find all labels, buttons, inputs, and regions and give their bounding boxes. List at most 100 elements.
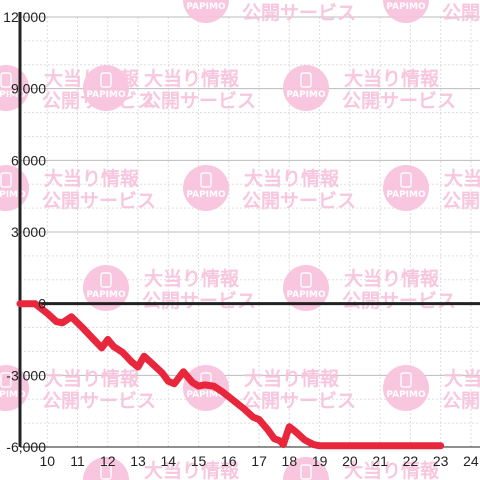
watermark-logo-text: PAPIMO <box>86 290 126 300</box>
watermark-text-1: 大当り情報 <box>144 267 240 290</box>
watermark-text-2: 公開サービス <box>242 390 356 412</box>
watermark-text-2: 公開サービス <box>42 390 156 412</box>
phone-icon <box>0 172 12 188</box>
x-tick-label: 14 <box>161 453 177 469</box>
phone-icon <box>200 172 212 188</box>
phone-icon <box>0 72 12 88</box>
watermark-text-1: 大当り情報 <box>344 459 440 480</box>
watermark-logo-text: PAPIMO <box>286 90 326 100</box>
watermark-text-2: 公開サービス <box>342 90 456 112</box>
x-tick-label: 10 <box>39 453 55 469</box>
watermark-text-1: 大当り情報 <box>344 67 440 90</box>
phone-icon <box>100 272 112 288</box>
watermark-text-2: 公開サービス <box>342 290 456 312</box>
watermark-logo-text: PAPIMO <box>0 190 26 200</box>
papimo-logo-icon <box>383 0 429 23</box>
watermark-text-1: 大当り情報 <box>144 67 240 90</box>
x-tick-label: 15 <box>191 453 207 469</box>
watermark-text-1: 大当り情報 <box>44 167 140 190</box>
watermark-text-1: 大当り情報 <box>444 167 480 190</box>
watermark-text-2: 公開サービス <box>442 190 480 212</box>
watermark-text-1: 大当り情報 <box>244 0 340 2</box>
watermark-logo-text: PAPIMO <box>0 390 26 400</box>
watermark-text-2: 公開サービス <box>42 190 156 212</box>
series-line <box>16 300 445 450</box>
watermark-logo-text: PAPIMO <box>386 190 426 200</box>
x-tick-label: 24 <box>463 453 479 469</box>
papimo-logo-icon <box>183 165 229 211</box>
y-tick-label: -3,000 <box>6 367 46 383</box>
watermark-text-1: 大当り情報 <box>144 459 240 480</box>
x-tick-label: 11 <box>70 453 85 469</box>
phone-icon <box>400 172 412 188</box>
watermark-text-1: 大当り情報 <box>244 367 340 390</box>
watermark-text-2: 公開サービス <box>442 390 480 412</box>
y-tick-label: 3,000 <box>11 224 46 240</box>
watermark-text-1: 大当り情報 <box>344 267 440 290</box>
papimo-logo-icon <box>283 65 329 111</box>
papimo-logo-icon <box>0 365 29 411</box>
x-tick-label: 18 <box>282 453 298 469</box>
y-tick-labels: -6,000 -3,000 0 3,000 6,000 9,000 12,000 <box>3 9 46 455</box>
watermark-text-2: 公開サービス <box>142 290 256 312</box>
x-tick-label: 20 <box>342 453 358 469</box>
papimo-logo-icon <box>0 65 29 111</box>
y-tick-label: 12,000 <box>3 9 46 25</box>
watermark-text-1: 大当り情報 <box>444 0 480 2</box>
y-tick-label: 6,000 <box>11 152 46 168</box>
x-tick-labels: 10 11 12 13 14 15 16 17 18 19 20 21 22 23 24 <box>39 453 478 469</box>
x-tick-label: 19 <box>312 453 328 469</box>
x-tick-label: 13 <box>130 453 146 469</box>
papimo-logo-icon <box>83 65 129 111</box>
series-layer <box>16 300 445 450</box>
watermark-logo-text: PAPIMO <box>386 2 426 12</box>
x-tick-label: 22 <box>403 453 419 469</box>
papimo-logo-icon <box>383 365 429 411</box>
phone-icon <box>300 72 312 88</box>
papimo-logo-icon <box>0 165 29 211</box>
watermark-text-2: 公開サービス <box>242 190 356 212</box>
papimo-logo-icon <box>283 457 329 480</box>
watermark-logo-text: PAPIMO <box>186 390 226 400</box>
y-tick-label: 9,000 <box>11 81 46 97</box>
papimo-logo-icon <box>83 457 129 480</box>
watermark-text-2: 公開サービス <box>242 2 356 24</box>
watermark-text-2: 公開サービス <box>142 90 256 112</box>
phone-icon <box>100 464 112 480</box>
papimo-logo-icon <box>83 265 129 311</box>
phone-icon <box>400 372 412 388</box>
x-tick-label: 21 <box>372 453 388 469</box>
watermark-text-2: 公開サービス <box>442 2 480 24</box>
watermark-text-1: 大当り情報 <box>444 367 480 390</box>
watermark-text-1: 大当り情報 <box>44 367 140 390</box>
watermark-logo-text: PAPIMO <box>286 290 326 300</box>
papimo-logo-icon <box>283 265 329 311</box>
watermark-logo-text: PAPIMO <box>86 90 126 100</box>
x-tick-label: 23 <box>433 453 449 469</box>
watermark-text-1: 大当り情報 <box>244 167 340 190</box>
phone-icon <box>100 72 112 88</box>
watermark-logo-text: PAPIMO <box>386 390 426 400</box>
x-tick-label: 17 <box>251 453 267 469</box>
watermark-logo-text: PAPIMO <box>186 190 226 200</box>
minor-grid-lines <box>20 17 480 447</box>
papimo-logo-icon <box>383 165 429 211</box>
phone-icon <box>300 272 312 288</box>
y-tick-label: -6,000 <box>6 439 46 455</box>
x-tick-label: 16 <box>221 453 237 469</box>
x-tick-label: 12 <box>100 453 116 469</box>
